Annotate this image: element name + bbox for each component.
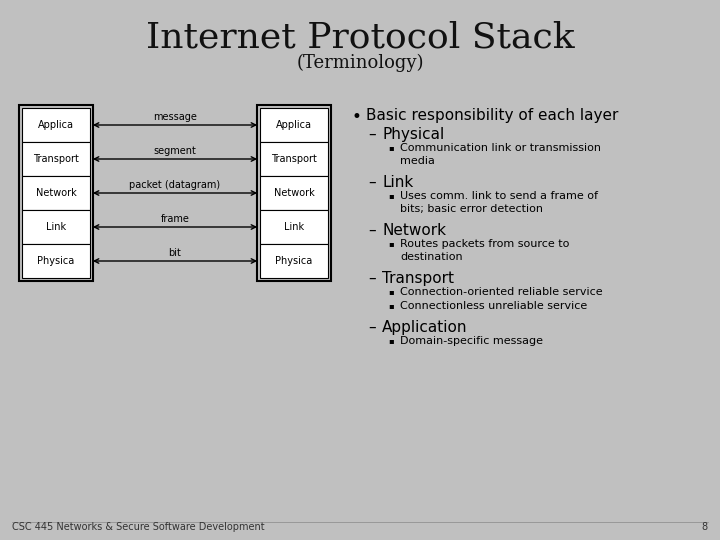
Text: Domain-specific message: Domain-specific message: [400, 336, 543, 346]
Text: bit: bit: [168, 248, 181, 258]
Text: Application: Application: [382, 320, 467, 335]
Text: Uses comm. link to send a frame of: Uses comm. link to send a frame of: [400, 191, 598, 201]
Text: Network: Network: [35, 188, 76, 198]
Bar: [257, 105, 331, 281]
Bar: [260, 108, 328, 142]
Text: destination: destination: [400, 252, 463, 262]
Text: Physical: Physical: [382, 127, 444, 142]
Text: 8: 8: [702, 522, 708, 532]
Bar: [260, 244, 328, 278]
Text: Applica: Applica: [38, 120, 74, 130]
Text: segment: segment: [153, 146, 197, 156]
Text: Connection-oriented reliable service: Connection-oriented reliable service: [400, 287, 603, 297]
Text: bits; basic error detection: bits; basic error detection: [400, 204, 543, 214]
Text: Basic responsibility of each layer: Basic responsibility of each layer: [366, 108, 618, 123]
Text: Link: Link: [284, 222, 304, 232]
Text: Internet Protocol Stack: Internet Protocol Stack: [145, 21, 575, 55]
Bar: [22, 176, 90, 210]
Text: Connectionless unreliable service: Connectionless unreliable service: [400, 301, 588, 311]
Text: Physica: Physica: [37, 256, 75, 266]
Text: •: •: [352, 108, 362, 126]
Text: ▪: ▪: [388, 143, 394, 152]
Text: –: –: [368, 127, 376, 142]
Text: Transport: Transport: [271, 154, 317, 164]
Text: Link: Link: [46, 222, 66, 232]
Text: Transport: Transport: [382, 271, 454, 286]
Text: Communication link or transmission: Communication link or transmission: [400, 143, 601, 153]
Text: frame: frame: [161, 214, 189, 224]
Text: –: –: [368, 271, 376, 286]
Text: Network: Network: [274, 188, 315, 198]
Text: packet (datagram): packet (datagram): [130, 180, 220, 190]
Text: media: media: [400, 156, 435, 166]
Text: message: message: [153, 112, 197, 122]
Text: ▪: ▪: [388, 287, 394, 296]
Bar: [260, 142, 328, 176]
Bar: [22, 108, 90, 142]
Bar: [22, 244, 90, 278]
Bar: [19, 105, 93, 281]
Text: Transport: Transport: [33, 154, 79, 164]
Text: Network: Network: [382, 223, 446, 238]
Text: ▪: ▪: [388, 239, 394, 248]
Text: Applica: Applica: [276, 120, 312, 130]
Text: ▪: ▪: [388, 336, 394, 345]
Bar: [22, 210, 90, 244]
Text: ▪: ▪: [388, 301, 394, 310]
Bar: [260, 176, 328, 210]
Text: CSC 445 Networks & Secure Software Development: CSC 445 Networks & Secure Software Devel…: [12, 522, 265, 532]
Text: Routes packets from source to: Routes packets from source to: [400, 239, 570, 249]
Text: Physica: Physica: [275, 256, 312, 266]
Text: Link: Link: [382, 175, 413, 190]
Text: ▪: ▪: [388, 191, 394, 200]
Text: –: –: [368, 223, 376, 238]
Text: (Terminology): (Terminology): [296, 54, 424, 72]
Text: –: –: [368, 175, 376, 190]
Bar: [22, 142, 90, 176]
Bar: [260, 210, 328, 244]
Text: –: –: [368, 320, 376, 335]
